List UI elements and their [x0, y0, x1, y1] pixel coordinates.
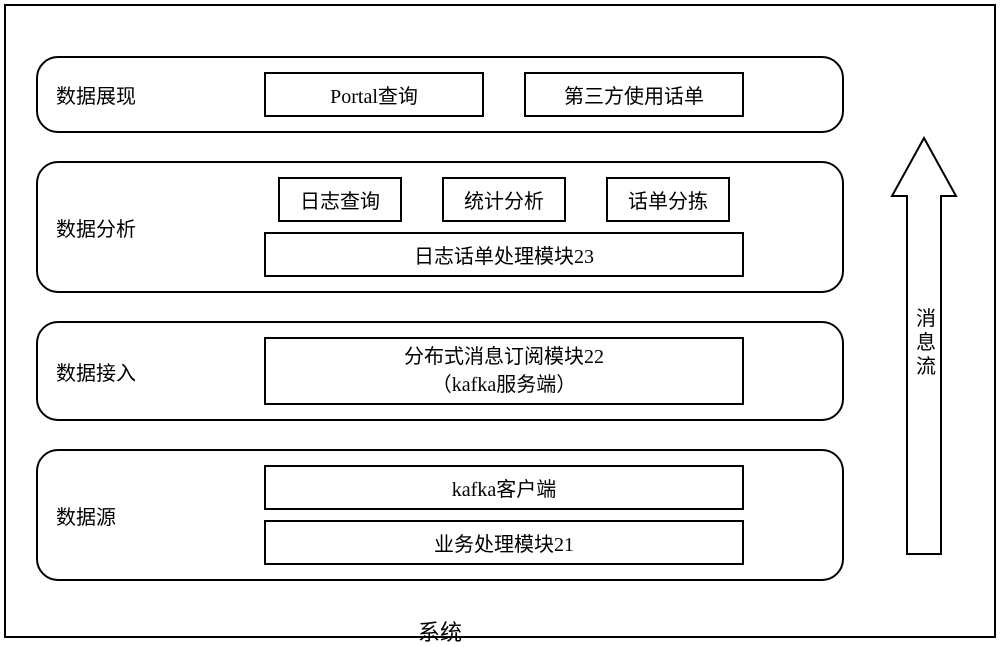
system-frame: 数据展现Portal查询第三方使用话单数据分析日志查询统计分析话单分拣日志话单处… [4, 4, 996, 638]
layer-display: 数据展现 Portal查询第三方使用话单 [36, 56, 844, 133]
row: 日志话单处理模块23 [264, 232, 744, 277]
layer-analysis: 数据分析日志查询统计分析话单分拣日志话单处理模块23 [36, 161, 844, 293]
chip: kafka客户端 [264, 465, 744, 510]
layer-label-display: 数据展现 [56, 80, 166, 109]
row: kafka客户端 [264, 465, 744, 510]
chip: 第三方使用话单 [524, 72, 744, 117]
layer-body-source: kafka客户端业务处理模块21 [184, 465, 824, 565]
layer-body-display: Portal查询第三方使用话单 [184, 72, 824, 117]
arrow-label: 消息流 [910, 307, 939, 379]
row: Portal查询第三方使用话单 [264, 72, 744, 117]
layer-label-source: 数据源 [56, 501, 166, 530]
layer-body-access: 分布式消息订阅模块22（kafka服务端） [184, 337, 824, 405]
system-label: 系统 [36, 615, 844, 647]
layer-source: 数据源 kafka客户端业务处理模块21 [36, 449, 844, 581]
chip: 日志话单处理模块23 [264, 232, 744, 277]
chip: 分布式消息订阅模块22（kafka服务端） [264, 337, 744, 405]
chip: 话单分拣 [606, 177, 730, 222]
chip: 统计分析 [442, 177, 566, 222]
message-flow-arrow-column: 消息流 [884, 56, 964, 616]
layer-label-access: 数据接入 [56, 357, 166, 386]
row: 分布式消息订阅模块22（kafka服务端） [264, 337, 744, 405]
chip: 业务处理模块21 [264, 520, 744, 565]
row: 日志查询统计分析话单分拣 [278, 177, 730, 222]
chip: 日志查询 [278, 177, 402, 222]
layer-access: 数据接入 分布式消息订阅模块22（kafka服务端） [36, 321, 844, 421]
row: 业务处理模块21 [264, 520, 744, 565]
chip: Portal查询 [264, 72, 484, 117]
layer-body-analysis: 日志查询统计分析话单分拣日志话单处理模块23 [184, 177, 824, 277]
layer-label-analysis: 数据分析 [56, 213, 166, 242]
layers-column: 数据展现Portal查询第三方使用话单数据分析日志查询统计分析话单分拣日志话单处… [36, 56, 844, 616]
